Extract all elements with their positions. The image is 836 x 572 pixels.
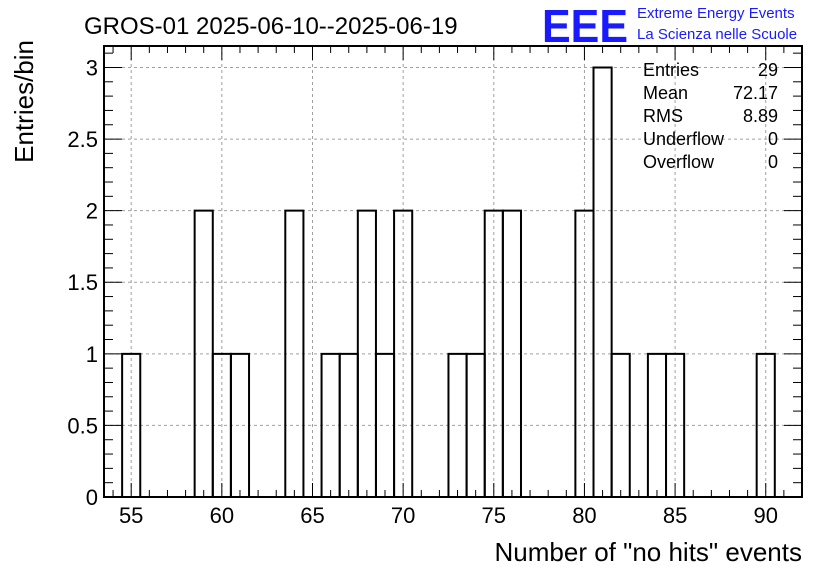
x-tick-label: 55 [119, 503, 143, 528]
histogram-bar [121, 352, 142, 497]
stats-value: 0 [768, 152, 778, 172]
stats-label: RMS [643, 106, 683, 126]
eee-logo: EEE Extreme Energy Events La Scienza nel… [542, 0, 797, 52]
histogram-bar [320, 352, 341, 497]
stats-label: Entries [643, 60, 699, 80]
histogram-bar [229, 352, 251, 497]
stats-value: 8.89 [743, 106, 778, 126]
y-tick-label: 2 [86, 199, 98, 224]
y-tick-label: 1 [86, 342, 98, 367]
chart-title: GROS-01 2025-06-10--2025-06-19 [84, 13, 458, 40]
logo-line2: La Scienza nelle Scuole [637, 26, 797, 43]
y-tick-label: 3 [86, 55, 98, 80]
histogram-bar [755, 352, 776, 497]
stats-value: 0 [768, 129, 778, 149]
stats-label: Overflow [643, 152, 715, 172]
y-tick-label: 0 [86, 485, 98, 510]
histogram-bar [338, 352, 359, 497]
x-tick-label: 70 [391, 503, 415, 528]
x-tick-label: 85 [663, 503, 687, 528]
x-tick-label: 80 [572, 503, 596, 528]
histogram-bar [356, 209, 377, 497]
x-tick-label: 60 [210, 503, 234, 528]
histogram-bar [284, 209, 305, 497]
logo-mark: EEE [542, 0, 628, 52]
y-tick-label: 0.5 [67, 413, 98, 438]
stats-label: Mean [643, 83, 688, 103]
histogram-bar [592, 66, 613, 497]
histogram-bar [501, 209, 522, 497]
histogram-bar [447, 352, 468, 497]
stats-value: 72.17 [733, 83, 778, 103]
x-axis-title: Number of "no hits" events [495, 537, 803, 567]
y-tick-label: 1.5 [67, 270, 98, 295]
histogram-bar [610, 352, 631, 497]
plot-frame [103, 45, 803, 498]
x-tick-label: 65 [300, 503, 324, 528]
y-tick-label: 2.5 [67, 127, 98, 152]
stats-value: 29 [758, 60, 778, 80]
axis-ticks: 55 60 65 70 75 80 85 90 0 0.5 1 1.5 2 2.5 3 [67, 46, 803, 528]
histogram-bar [193, 209, 214, 497]
stats-label: Underflow [643, 129, 725, 149]
x-tick-label: 75 [482, 503, 506, 528]
y-axis-title: Entries/bin [9, 40, 39, 163]
logo-line1: Extreme Energy Events [637, 5, 795, 22]
histogram-bars [121, 66, 776, 497]
histogram-bar [393, 209, 414, 497]
grid [104, 46, 802, 497]
histogram-bar [665, 352, 686, 497]
stats-box: Entries 29 Mean 72.17 RMS 8.89 Underflow 0 Overf… [643, 60, 778, 172]
histogram-bar [374, 352, 396, 497]
x-tick-label: 90 [753, 503, 777, 528]
